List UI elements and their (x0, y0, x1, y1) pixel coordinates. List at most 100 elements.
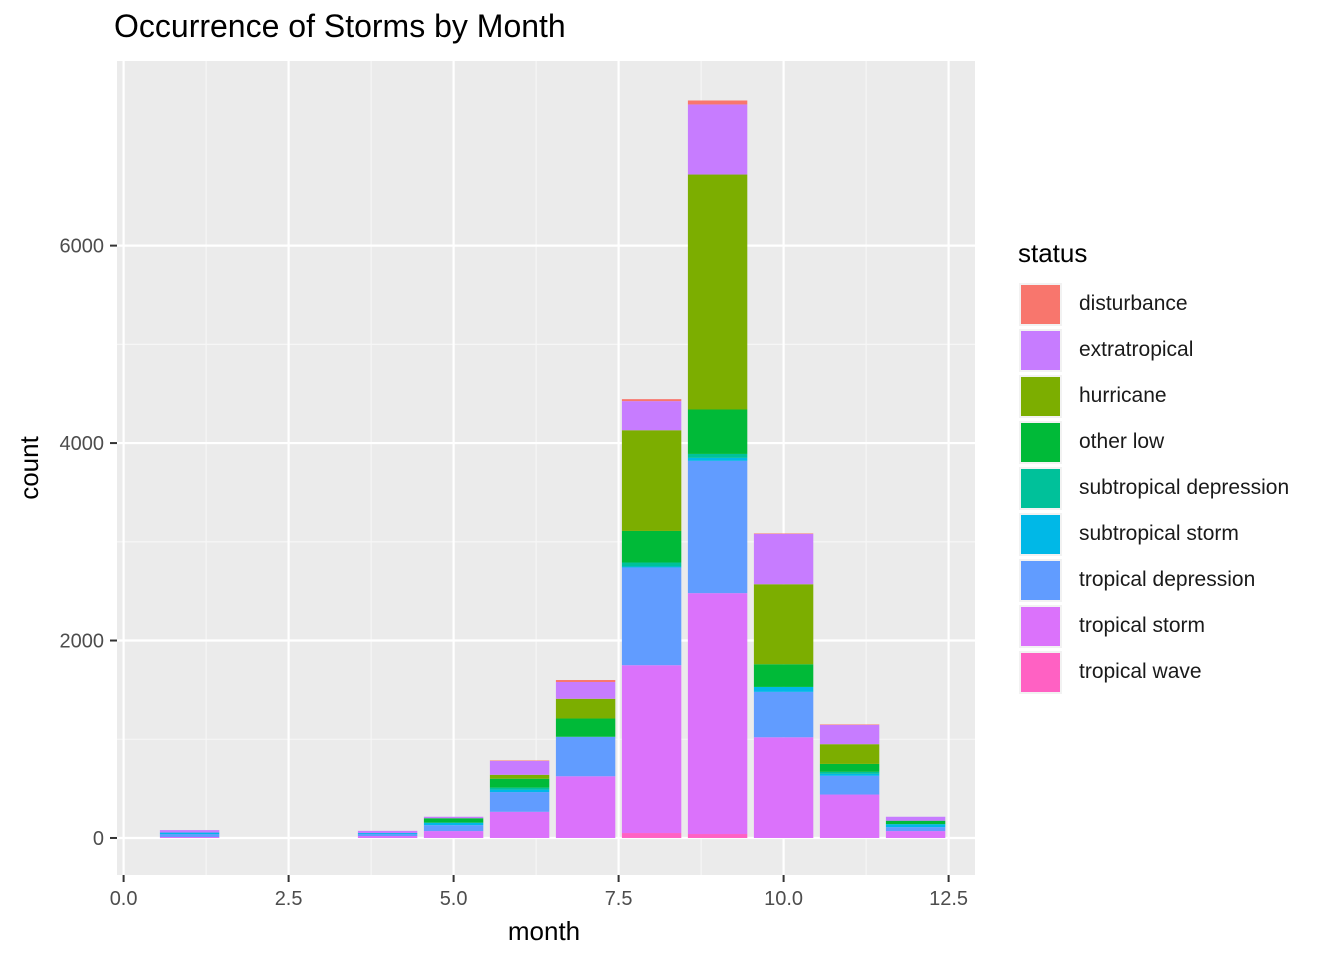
bar-segment-tropical-storm-month-1 (159, 836, 220, 838)
bar-segment-disturbance-month-8 (621, 399, 682, 402)
bar-segment-tropical-wave-month-8 (621, 833, 682, 838)
legend-item: other low (1018, 419, 1289, 465)
x-tick-label: 7.5 (605, 888, 633, 910)
legend-title: status (1018, 238, 1088, 268)
x-axis: 0.0 2.5 5.0 7.5 10.0 12.5 (110, 875, 968, 910)
bar-segment-subtropical-storm-month-8 (621, 566, 682, 568)
bar-segment-tropical-wave-month-9 (687, 834, 748, 838)
legend-key (1019, 328, 1062, 372)
legend-items: disturbance extratropical hurricane other l… (1018, 281, 1289, 695)
legend-label: subtropical storm (1079, 522, 1239, 545)
bar-segment-hurricane-month-11 (819, 744, 880, 764)
bar-segment-other-low-month-11 (819, 763, 880, 772)
bar-segment-tropical-depression-month-6 (489, 792, 550, 812)
y-tick-label: 6000 (60, 236, 105, 258)
legend-item: extratropical (1018, 327, 1289, 373)
bar-segment-other-low-month-12 (885, 820, 946, 825)
bar-segment-subtropical-depression-month-11 (819, 771, 880, 774)
bar-segment-subtropical-depression-month-6 (489, 787, 550, 790)
bar-segment-tropical-depression-month-1 (159, 834, 220, 837)
bar-segment-tropical-depression-month-4 (357, 834, 418, 837)
legend-label: disturbance (1079, 292, 1188, 315)
bar-segment-tropical-storm-month-7 (555, 776, 616, 838)
legend: status disturbance extratropical hurricane… (1018, 238, 1289, 695)
bar-segment-tropical-storm-month-11 (819, 794, 880, 838)
bar-segment-extratropical-month-5 (423, 816, 484, 819)
x-tick-label: 5.0 (440, 888, 468, 910)
legend-label: tropical depression (1079, 568, 1256, 591)
bar-segment-subtropical-storm-month-5 (423, 822, 484, 826)
legend-item: tropical depression (1018, 557, 1289, 603)
bar-segment-hurricane-month-6 (489, 774, 550, 779)
legend-key (1019, 558, 1062, 602)
bar-segment-tropical-depression-month-11 (819, 775, 880, 795)
x-tick-label: 0.0 (110, 888, 138, 910)
bar-segment-extratropical-month-9 (687, 104, 748, 175)
bar-segment-tropical-depression-month-8 (621, 567, 682, 666)
bar-segment-other-low-month-6 (489, 778, 550, 788)
legend-item: disturbance (1018, 281, 1289, 327)
legend-item: subtropical storm (1018, 511, 1289, 557)
bar-segment-subtropical-storm-month-12 (885, 824, 946, 828)
legend-label: extratropical (1079, 338, 1194, 361)
legend-key (1019, 282, 1062, 326)
bar-segment-tropical-storm-month-4 (357, 836, 418, 838)
bar-segment-subtropical-storm-month-1 (159, 832, 220, 835)
legend-item: subtropical depression (1018, 465, 1289, 511)
bar-segment-tropical-storm-month-10 (753, 737, 814, 838)
bar-segment-hurricane-month-7 (555, 698, 616, 719)
bar-segment-other-low-month-10 (753, 664, 814, 687)
legend-key (1019, 604, 1062, 648)
bar-segment-extratropical-month-7 (555, 681, 616, 699)
bar-segment-tropical-storm-month-8 (621, 665, 682, 834)
y-axis: 0 2000 4000 6000 (60, 236, 117, 850)
bar-segment-tropical-depression-month-7 (555, 736, 616, 777)
legend-item: tropical wave (1018, 649, 1289, 695)
bar-segment-extratropical-month-6 (489, 760, 550, 775)
bar-segment-extratropical-month-4 (357, 830, 418, 834)
x-tick-label: 12.5 (929, 888, 968, 910)
bar-segment-other-low-month-7 (555, 718, 616, 737)
legend-item: tropical storm (1018, 603, 1289, 649)
y-tick-label: 4000 (60, 433, 105, 455)
legend-item: hurricane (1018, 373, 1289, 419)
bar-segment-subtropical-storm-month-10 (753, 686, 814, 692)
bar-segment-hurricane-month-10 (753, 584, 814, 665)
bar-segment-tropical-depression-month-12 (885, 827, 946, 832)
bar-segment-other-low-month-5 (423, 818, 484, 823)
bar-segment-subtropical-storm-month-4 (357, 833, 418, 835)
bar-segment-extratropical-month-1 (159, 830, 220, 833)
bar-segment-tropical-storm-month-9 (687, 593, 748, 835)
bar-segment-extratropical-month-10 (753, 533, 814, 585)
bar-segment-subtropical-storm-month-6 (489, 789, 550, 793)
bar-segment-extratropical-month-12 (885, 816, 946, 821)
legend-label: other low (1079, 430, 1165, 453)
y-tick-label: 2000 (60, 631, 105, 653)
bar-segment-tropical-depression-month-9 (687, 460, 748, 594)
x-tick-label: 10.0 (764, 888, 803, 910)
bar-segment-extratropical-month-8 (621, 401, 682, 431)
bar-segment-hurricane-month-9 (687, 174, 748, 410)
x-axis-title: month (508, 916, 580, 946)
grid-major (117, 61, 975, 875)
bars (159, 100, 946, 838)
legend-key (1019, 374, 1062, 418)
bar-segment-subtropical-storm-month-11 (819, 773, 880, 776)
bar-segment-tropical-depression-month-10 (753, 691, 814, 738)
x-tick-label: 2.5 (275, 888, 303, 910)
bar-segment-tropical-storm-month-6 (489, 811, 550, 838)
legend-label: subtropical depression (1079, 476, 1290, 499)
bar-segment-tropical-storm-month-12 (885, 831, 946, 838)
bar-segment-hurricane-month-8 (621, 430, 682, 531)
legend-label: tropical wave (1079, 660, 1202, 683)
bar-segment-tropical-storm-month-5 (423, 831, 484, 838)
legend-key (1019, 466, 1062, 510)
bar-segment-tropical-depression-month-5 (423, 825, 484, 832)
bar-segment-other-low-month-8 (621, 530, 682, 563)
bar-segment-disturbance-month-9 (687, 100, 748, 105)
legend-label: hurricane (1079, 384, 1167, 407)
bar-segment-subtropical-depression-month-9 (687, 453, 748, 458)
bar-segment-disturbance-month-7 (555, 680, 616, 682)
bar-segment-subtropical-depression-month-8 (621, 562, 682, 567)
